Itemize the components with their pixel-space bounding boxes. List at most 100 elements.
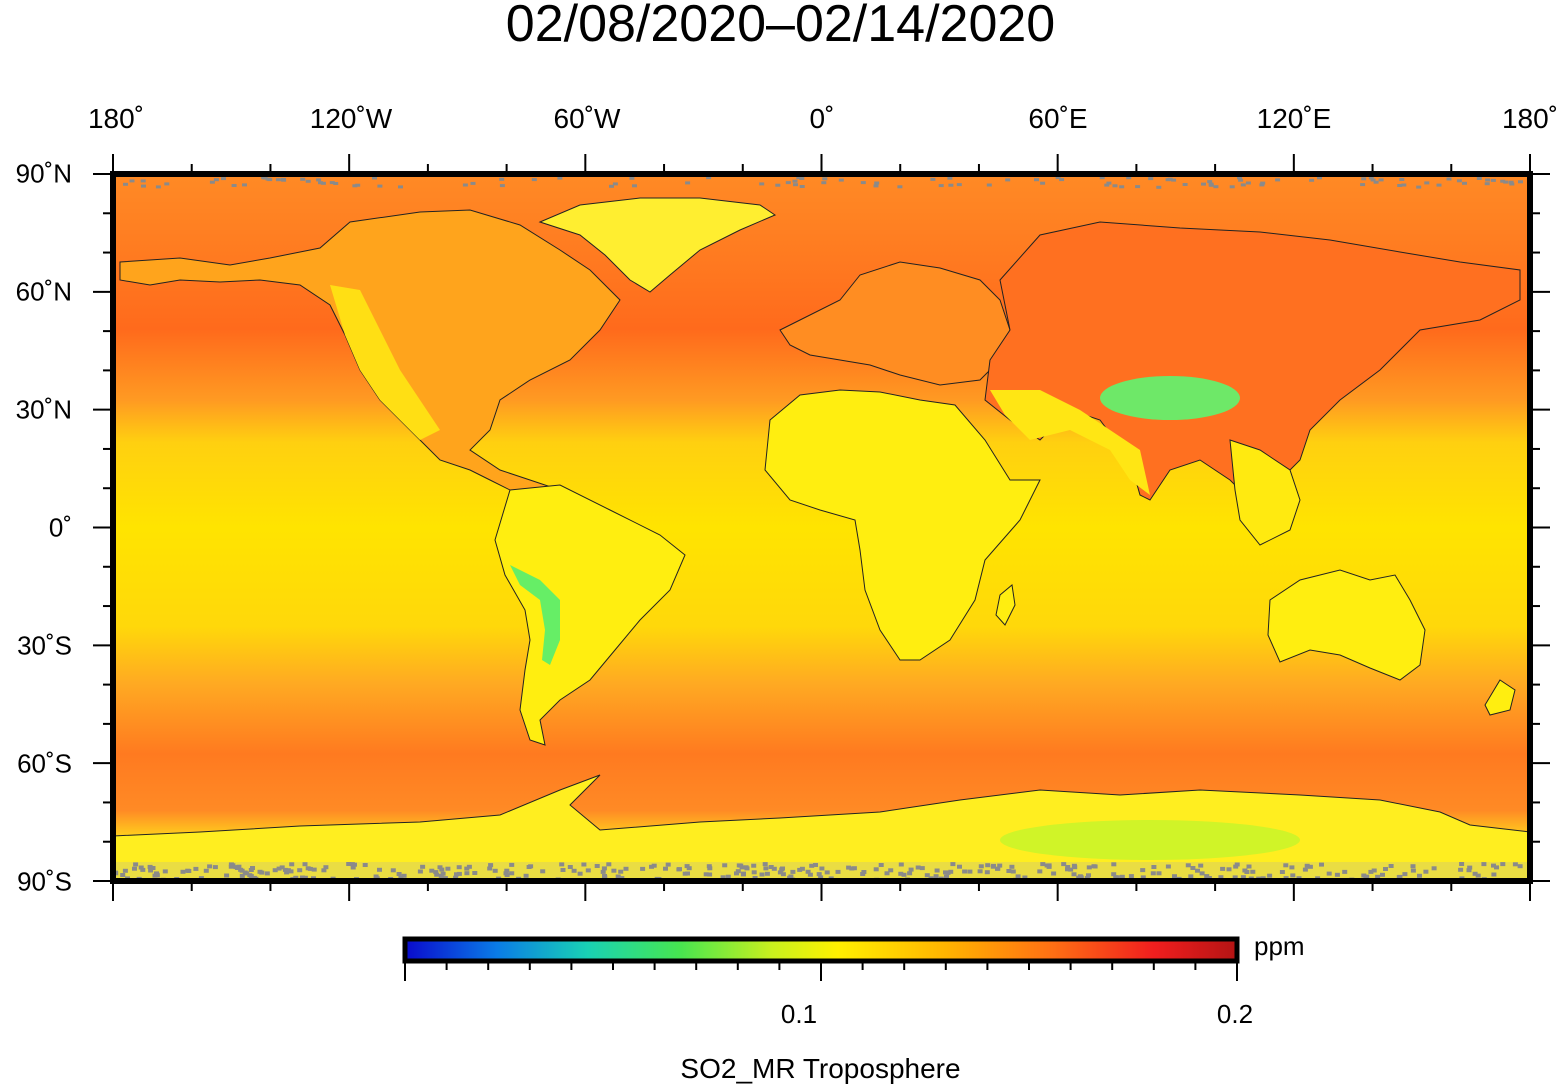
- missing-data-pixel: [1302, 867, 1308, 872]
- variable-label: SO2_MR Troposphere: [680, 1053, 961, 1084]
- missing-data-pixel: [1106, 181, 1112, 185]
- missing-data-pixel: [849, 866, 855, 871]
- missing-data-pixel: [1484, 182, 1490, 186]
- colorbar-ticks: [404, 961, 1238, 981]
- map-field: [113, 174, 1530, 881]
- missing-data-pixel: [1010, 869, 1016, 874]
- missing-data-pixel: [244, 871, 250, 876]
- missing-data-pixel: [1229, 185, 1235, 189]
- missing-data-pixel: [819, 866, 825, 871]
- missing-data-pixel: [1245, 181, 1251, 185]
- missing-data-pixel: [320, 181, 326, 185]
- missing-data-pixel: [279, 865, 285, 870]
- missing-data-pixel: [1246, 864, 1252, 869]
- missing-data-pixel: [1410, 868, 1416, 873]
- missing-data-pixel: [1201, 182, 1206, 186]
- missing-data-pixel: [1078, 875, 1084, 880]
- lon-label-120w: 120˚W: [309, 103, 393, 134]
- missing-data-pixel: [706, 176, 712, 180]
- missing-data-pixel: [1375, 874, 1381, 879]
- missing-data-pixel: [665, 862, 671, 867]
- missing-data-pixel: [439, 867, 445, 872]
- land-new-zealand: [1484, 679, 1516, 716]
- missing-data-pixel: [429, 868, 435, 873]
- missing-data-pixel: [323, 865, 329, 870]
- missing-data-pixel: [1071, 872, 1077, 877]
- missing-data-pixel: [1240, 183, 1246, 187]
- missing-data-pixel: [1148, 177, 1154, 181]
- missing-data-pixel: [1244, 870, 1250, 874]
- missing-data-pixel: [1378, 178, 1384, 182]
- missing-data-pixel: [1508, 180, 1514, 184]
- missing-data-pixel: [138, 865, 144, 870]
- missing-data-pixel: [259, 870, 265, 875]
- missing-data-pixel: [799, 177, 805, 180]
- missing-data-pixel: [792, 179, 798, 183]
- lat-label-30s: 30˚S: [17, 630, 72, 661]
- missing-data-pixel: [805, 869, 811, 874]
- missing-data-pixel: [1317, 176, 1322, 180]
- missing-data-pixel: [1494, 865, 1499, 870]
- missing-data-pixel: [1099, 176, 1105, 180]
- missing-data-pixel: [1112, 184, 1118, 188]
- missing-data-pixel: [1370, 178, 1376, 182]
- missing-data-pixel: [164, 182, 170, 186]
- missing-data-pixel: [150, 866, 156, 870]
- missing-data-pixel: [434, 872, 440, 877]
- missing-data-pixel: [734, 871, 739, 876]
- missing-data-pixel: [140, 179, 146, 183]
- missing-data-pixel: [305, 179, 311, 183]
- missing-data-pixel: [132, 866, 137, 871]
- missing-data-pixel: [651, 863, 657, 868]
- colorbar-label-0-1: 0.1: [780, 999, 818, 1029]
- missing-data-pixel: [930, 177, 936, 181]
- missing-data-pixel: [884, 871, 890, 876]
- missing-data-pixel: [1466, 868, 1472, 873]
- missing-data-pixel: [1237, 176, 1242, 180]
- missing-data-pixel: [239, 873, 245, 878]
- missing-data-pixel: [499, 184, 505, 188]
- missing-data-pixel: [1061, 862, 1067, 867]
- missing-data-pixel: [185, 868, 191, 873]
- missing-data-pixel: [790, 869, 796, 874]
- missing-data-pixel: [1091, 864, 1097, 869]
- missing-data-pixel: [401, 873, 407, 878]
- missing-data-pixel: [1334, 872, 1340, 877]
- missing-data-pixel: [1319, 862, 1324, 867]
- missing-data-pixel: [835, 869, 841, 874]
- missing-data-pixel: [284, 870, 290, 875]
- missing-data-pixel: [462, 183, 468, 187]
- missing-data-pixel: [221, 177, 226, 181]
- missing-data-pixel: [1113, 875, 1119, 880]
- missing-data-pixel: [1490, 178, 1496, 182]
- missing-data-pixel: [780, 872, 786, 877]
- missing-data-pixel: [333, 182, 339, 185]
- missing-data-pixel: [1275, 178, 1281, 182]
- missing-data-pixel: [1467, 865, 1473, 870]
- missing-data-pixel: [540, 869, 546, 874]
- missing-data-pixel: [924, 873, 930, 878]
- lon-label-60w: 60˚W: [553, 103, 621, 134]
- missing-data-pixel: [122, 868, 128, 873]
- missing-data-pixel: [1220, 866, 1226, 871]
- missing-data-pixel: [377, 867, 382, 872]
- map-title: 02/08/2020–02/14/2020: [505, 0, 1056, 53]
- missing-data-pixel: [318, 181, 323, 185]
- colorbar-label-0-2: 0.2: [1216, 999, 1254, 1029]
- missing-data-pixel: [707, 866, 713, 871]
- missing-data-pixel: [1182, 183, 1188, 186]
- missing-data-pixel: [1423, 869, 1429, 874]
- missing-data-pixel: [873, 184, 879, 188]
- lat-label-60n: 60˚N: [15, 276, 72, 307]
- missing-data-pixel: [722, 863, 728, 868]
- missing-data-pixel: [129, 179, 135, 183]
- missing-data-pixel: [898, 862, 904, 867]
- missing-data-pixel: [228, 864, 234, 869]
- missing-data-pixel: [398, 875, 404, 880]
- missing-data-pixel: [1055, 176, 1061, 179]
- missing-data-pixel: [623, 866, 629, 871]
- land-se-asia: [1229, 439, 1301, 546]
- missing-data-pixel: [1005, 178, 1011, 182]
- missing-data-pixel: [1446, 177, 1452, 181]
- land-australia: [1267, 569, 1426, 681]
